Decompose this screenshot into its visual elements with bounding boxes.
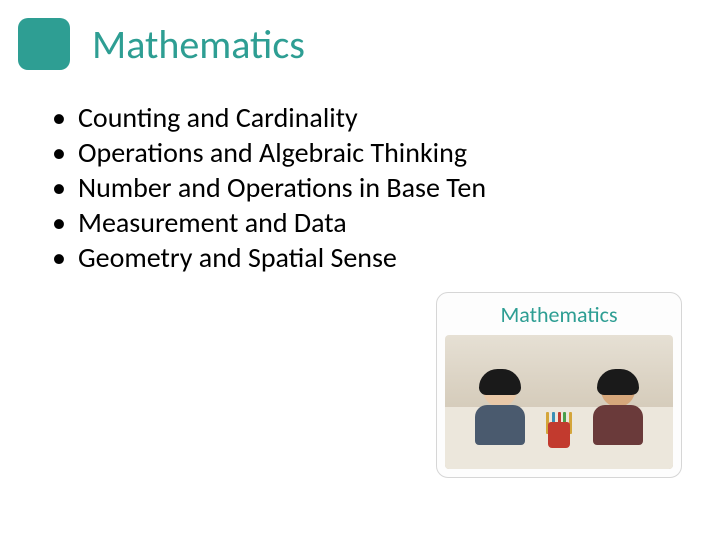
page-title: Mathematics: [92, 20, 305, 69]
topic-list: Counting and Cardinality Operations and …: [46, 100, 720, 275]
list-item: Operations and Algebraic Thinking: [46, 135, 720, 170]
list-item: Counting and Cardinality: [46, 100, 720, 135]
image-card: Mathematics: [436, 292, 682, 478]
photo-cup: [548, 422, 570, 448]
photo-placeholder: [445, 335, 673, 469]
image-card-label: Mathematics: [437, 301, 681, 328]
list-item: Measurement and Data: [46, 205, 720, 240]
header-icon-box: [18, 18, 70, 70]
list-item: Number and Operations in Base Ten: [46, 170, 720, 205]
photo-child-right: [589, 373, 647, 445]
slide-header: Mathematics: [0, 0, 720, 70]
list-item: Geometry and Spatial Sense: [46, 240, 720, 275]
photo-child-left: [471, 373, 529, 445]
